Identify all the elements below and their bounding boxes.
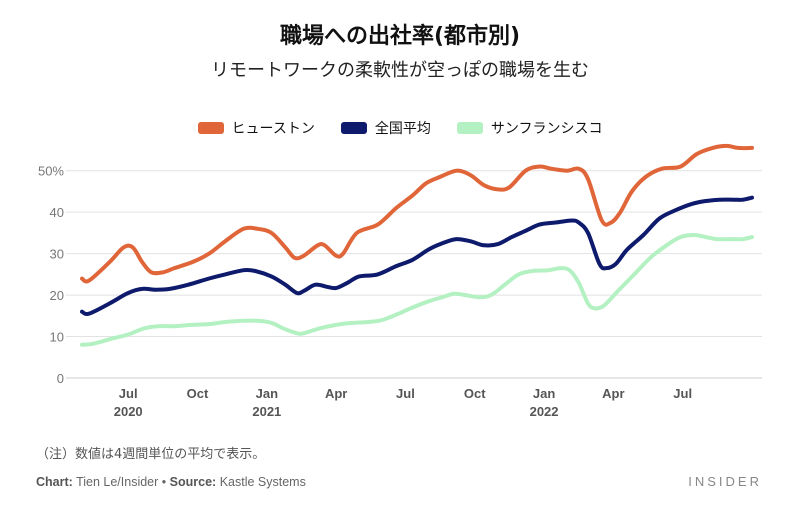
legend-item-national: 全国平均 <box>340 118 431 138</box>
x-tick-label-6: Jan <box>533 386 555 401</box>
footnote: （注）数値は4週間単位の平均で表示。 <box>36 447 266 462</box>
series-line-houston <box>80 143 754 284</box>
x-tick-label-7: Apr <box>602 386 624 401</box>
y-tick-label-40: 40 <box>50 205 64 220</box>
x-tick-label-3: Apr <box>325 386 347 401</box>
x-year-label-2: 2021 <box>252 404 281 419</box>
x-year-label-6: 2022 <box>530 404 559 419</box>
x-tick-label-5: Oct <box>464 386 486 401</box>
x-tick-label-1: Oct <box>187 386 209 401</box>
series-line-sf <box>80 233 754 347</box>
y-tick-label-0: 0 <box>57 371 64 386</box>
chart-subtitle: リモートワークの柔軟性が空っぽの職場を生む <box>211 60 589 81</box>
chart-title: 職場への出社率(都市別) <box>279 24 521 49</box>
series-line-national <box>80 195 754 317</box>
x-tick-label-4: Jul <box>396 386 415 401</box>
source-separator: • <box>161 475 167 489</box>
source-name: Kastle Systems <box>219 475 306 489</box>
legend-label-national: 全国平均 <box>374 121 431 137</box>
y-tick-label-10: 10 <box>50 330 64 345</box>
source-label: Source: <box>169 475 217 489</box>
chart-credit-author: Tien Le/Insider <box>76 475 159 489</box>
x-tick-label-0: Jul <box>119 386 138 401</box>
y-tick-label-20: 20 <box>50 288 64 303</box>
x-year-label-0: 2020 <box>114 404 143 419</box>
chart-credit-label: Chart: <box>36 475 73 489</box>
legend-swatch-houston <box>197 122 224 134</box>
x-tick-label-2: Jan <box>256 386 278 401</box>
legend-swatch-sf <box>456 122 483 134</box>
source-line: Chart: Tien Le/Insider • Source: Kastle … <box>36 475 306 489</box>
brand-logo: INSIDER <box>688 474 762 489</box>
legend-swatch-national <box>340 122 367 134</box>
legend-item-houston: ヒューストン <box>197 118 315 138</box>
legend-item-sf: サンフランシスコ <box>456 118 603 138</box>
y-tick-label-30: 30 <box>50 247 64 262</box>
x-tick-label-8: Jul <box>673 386 692 401</box>
y-tick-label-50: 50% <box>38 164 64 179</box>
legend: ヒューストン 全国平均 サンフランシスコ <box>0 118 800 138</box>
legend-label-sf: サンフランシスコ <box>490 121 603 137</box>
legend-label-houston: ヒューストン <box>231 121 315 137</box>
